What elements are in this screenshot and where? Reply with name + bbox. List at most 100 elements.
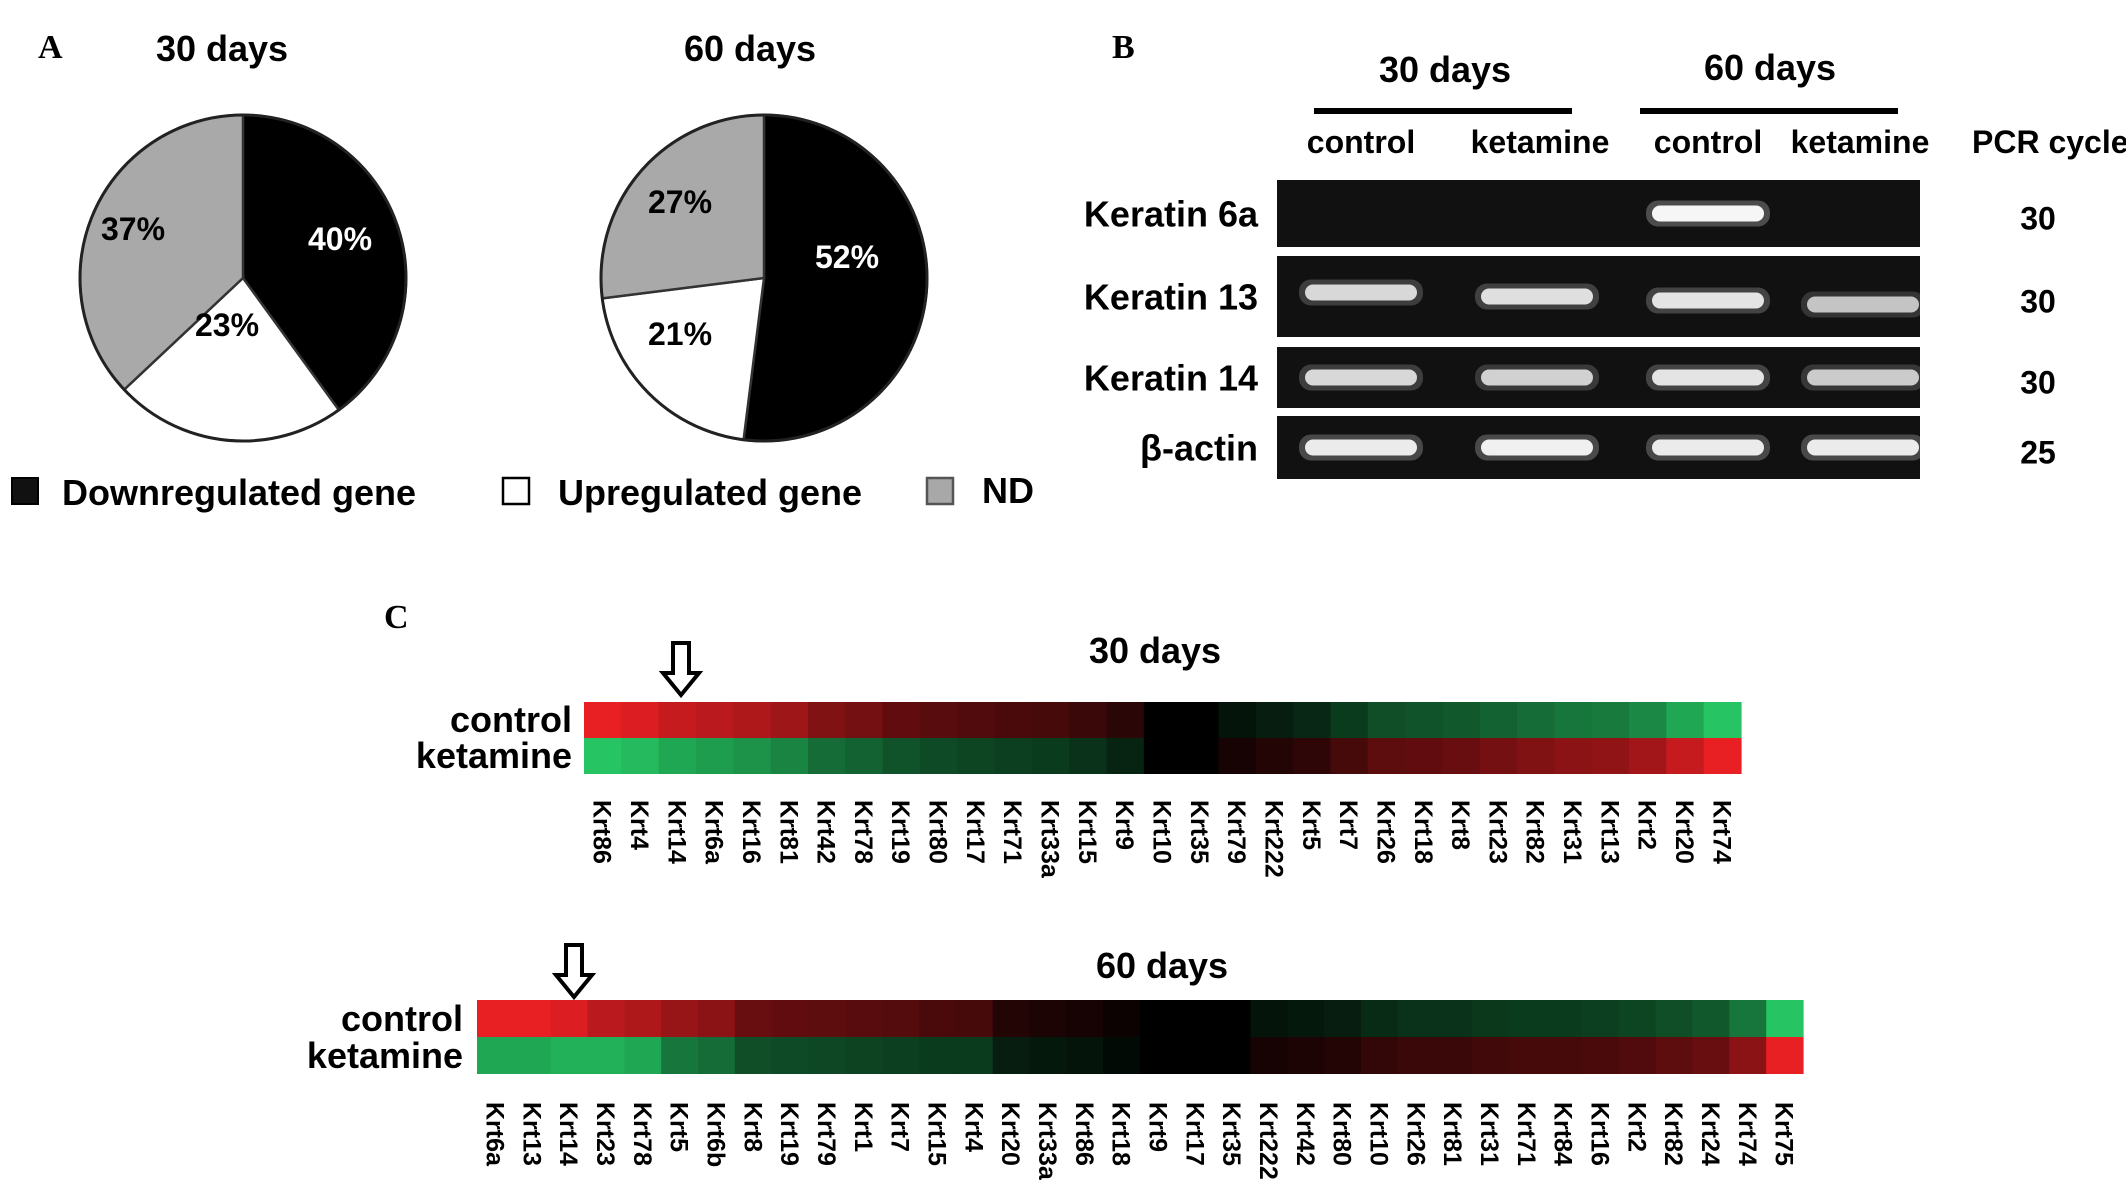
- heatmap-cell: [1517, 738, 1555, 774]
- heatmap-cell: [1213, 1037, 1252, 1074]
- heatmap-gene-label: Krt42: [1291, 1102, 1319, 1166]
- heatmap-cell: [1554, 738, 1593, 774]
- heatmap-cell: [1069, 738, 1108, 774]
- gel-rows: Keratin 6a 30 Keratin 13 30 Keratin 14 30 β-ac…: [1084, 180, 2056, 479]
- heatmap-cell: [1655, 1000, 1694, 1037]
- heatmap-cell: [845, 1000, 883, 1037]
- heatmap-cell: [1405, 702, 1444, 738]
- heatmap-cell: [621, 738, 660, 774]
- heatmap-gene-label: Krt35: [1217, 1102, 1245, 1166]
- gel-gene-label: β-actin: [1140, 428, 1258, 469]
- heatmap-gene-label: Krt33a: [1033, 1102, 1061, 1181]
- heatmap-cell: [1618, 1000, 1657, 1037]
- heatmap-cell: [1692, 1000, 1730, 1037]
- heatmap-cell: [1729, 1037, 1767, 1074]
- heatmap-gene-label: Krt18: [1409, 800, 1437, 864]
- heatmap-cell: [1029, 1037, 1067, 1074]
- panel-b-rt-pcr-gel: 30 days 60 days control ketamine control…: [1084, 47, 2126, 479]
- heatmap-cell: [1434, 1000, 1473, 1037]
- heatmap-cell: [955, 1000, 994, 1037]
- heatmap-gene-label: Krt222: [1254, 1102, 1282, 1180]
- heatmap-cell: [1031, 738, 1070, 774]
- heatmap-cell: [1143, 738, 1182, 774]
- panel-letter-a: A: [38, 29, 63, 66]
- heatmap-cell: [1324, 1000, 1362, 1037]
- heatmap-cell: [845, 1037, 883, 1074]
- heatmap-cell: [808, 1000, 846, 1037]
- heatmap-row-label: control: [341, 998, 463, 1039]
- heatmap-cell: [919, 1037, 957, 1074]
- heatmap-cell: [1255, 702, 1294, 738]
- heatmap-cell: [1508, 1037, 1546, 1074]
- heatmap-gene-label: Krt24: [1696, 1102, 1724, 1166]
- heatmap-cell: [1324, 1037, 1362, 1074]
- heatmap-cell: [1766, 1000, 1804, 1037]
- heatmap-gene-label: Krt17: [1180, 1102, 1208, 1166]
- heatmap-gene-label: Krt9: [1110, 800, 1138, 850]
- gel-gene-label: Keratin 14: [1084, 358, 1258, 399]
- heatmap-cell: [1287, 1000, 1325, 1037]
- heatmap-gene-label: Krt6a: [480, 1102, 508, 1167]
- heatmap-gene-label: Krt26: [1371, 800, 1399, 864]
- heatmap-row-label: ketamine: [416, 735, 572, 776]
- heatmap-gene-label: Krt4: [625, 800, 653, 850]
- gel-lane-label: ketamine: [1471, 124, 1610, 160]
- heatmap-gene-label: Krt14: [662, 800, 690, 864]
- heatmap-gene-label: Krt5: [1297, 800, 1325, 850]
- gel-group-bar-60-days: [1640, 108, 1898, 114]
- heatmap-gene-label: Krt42: [812, 800, 840, 864]
- pie-legend: Downregulated gene Upregulated gene ND: [11, 470, 1034, 513]
- heatmap-cell: [1517, 702, 1555, 738]
- heatmap-gene-label: Krt10: [1364, 1102, 1392, 1166]
- heatmap-cell: [658, 702, 697, 738]
- gel-cycle-value: 30: [2020, 201, 2056, 237]
- heatmap-cell: [621, 702, 660, 738]
- heatmap-gene-label: Krt6a: [700, 800, 728, 865]
- heatmap-cell: [477, 1000, 515, 1037]
- heatmap-cell: [695, 738, 734, 774]
- heatmap-gene-label: Krt23: [591, 1102, 619, 1166]
- heatmap-cell: [1181, 702, 1220, 738]
- heatmap-gene-label: Krt26: [1401, 1102, 1429, 1166]
- heatmap-gene-label: Krt15: [922, 1102, 950, 1166]
- gel-cycle-value: 30: [2020, 284, 2056, 320]
- heatmap-cell: [1629, 738, 1667, 774]
- heatmap-gene-label: Krt86: [588, 800, 616, 864]
- legend-label-downregulated: Downregulated gene: [62, 472, 416, 513]
- heatmap-gene-label: Krt18: [1107, 1102, 1135, 1166]
- heatmap-gene-label: Krt19: [886, 800, 914, 864]
- heatmap-cell: [1442, 738, 1481, 774]
- heatmap-gene-label: Krt81: [1438, 1102, 1466, 1166]
- heatmap-cell: [1066, 1037, 1104, 1074]
- heatmap-cell: [1766, 1037, 1804, 1074]
- gel-lane-label: control: [1307, 124, 1415, 160]
- heatmap-cell: [1103, 1000, 1141, 1037]
- heatmap-gene-label: Krt1: [849, 1102, 877, 1152]
- heatmap-cell: [584, 702, 622, 738]
- gel-band: [1481, 369, 1593, 386]
- heatmap-gene-label: Krt2: [1622, 1102, 1650, 1152]
- heatmap-gene-label: Krt71: [1512, 1102, 1540, 1166]
- gel-band: [1305, 284, 1417, 301]
- heatmap-gene-label: Krt20: [996, 1102, 1024, 1166]
- heatmap-cell: [550, 1037, 589, 1074]
- heatmap-cell: [695, 702, 734, 738]
- heatmap-gene-label: Krt10: [1148, 800, 1176, 864]
- heatmap-cell: [1361, 1037, 1399, 1074]
- heatmap-cell: [1029, 1000, 1067, 1037]
- heatmap-gene-label: Krt80: [924, 800, 952, 864]
- gel-band: [1652, 205, 1764, 222]
- pie-outline: [78, 113, 408, 443]
- heatmap-cell: [733, 738, 772, 774]
- legend-swatch-nd: [925, 476, 955, 506]
- down-arrow-icon: [551, 943, 597, 1001]
- heatmap-gene-label: Krt2: [1633, 800, 1661, 850]
- heatmap-cell: [1582, 1037, 1620, 1074]
- heatmap-cell: [1397, 1037, 1436, 1074]
- heatmap-cell: [1250, 1037, 1288, 1074]
- heatmap-cell: [1629, 702, 1667, 738]
- gel-band: [1807, 369, 1919, 386]
